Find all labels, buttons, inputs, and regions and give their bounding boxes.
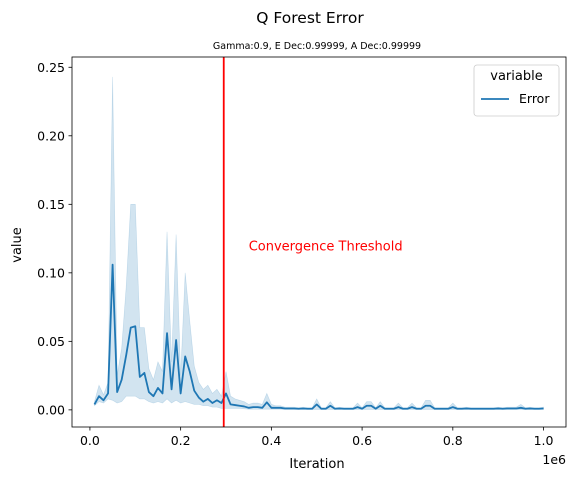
legend: variable Error — [473, 64, 560, 117]
convergence-threshold-label: Convergence Threshold — [249, 239, 403, 254]
legend-title: variable — [490, 69, 542, 84]
y-tick-label: 0.15 — [37, 197, 65, 212]
x-tick-label: 0.8 — [443, 433, 463, 448]
x-tick-label: 0.6 — [352, 433, 372, 448]
error-series-line — [93, 263, 544, 410]
x-axis-ticks: 0.0 0.2 0.4 0.6 0.8 1.0 — [80, 427, 554, 448]
x-tick-label: 0.4 — [261, 433, 281, 448]
x-tick-label: 0.2 — [171, 433, 191, 448]
legend-box — [473, 64, 560, 117]
y-axis-ticks: 0.00 0.05 0.10 0.15 0.20 0.25 — [37, 60, 72, 417]
plot-frame — [71, 56, 567, 428]
chart-subtitle: Gamma:0.9, E Dec:0.99999, A Dec:0.99999 — [213, 41, 421, 52]
x-axis-offset-label: 1e6 — [542, 452, 566, 467]
y-tick-label: 0.05 — [37, 334, 65, 349]
x-tick-label: 0.0 — [80, 433, 100, 448]
y-axis-label: value — [10, 227, 25, 263]
x-tick-label: 1.0 — [534, 433, 554, 448]
y-tick-label: 0.00 — [37, 402, 65, 417]
y-tick-label: 0.10 — [37, 265, 65, 280]
plot-area: Convergence Threshold — [93, 57, 544, 427]
chart-title: Q Forest Error — [256, 9, 364, 27]
y-tick-label: 0.25 — [37, 60, 65, 75]
legend-entry-error: Error — [519, 91, 550, 106]
y-tick-label: 0.20 — [37, 128, 65, 143]
x-axis-label: Iteration — [289, 457, 344, 472]
